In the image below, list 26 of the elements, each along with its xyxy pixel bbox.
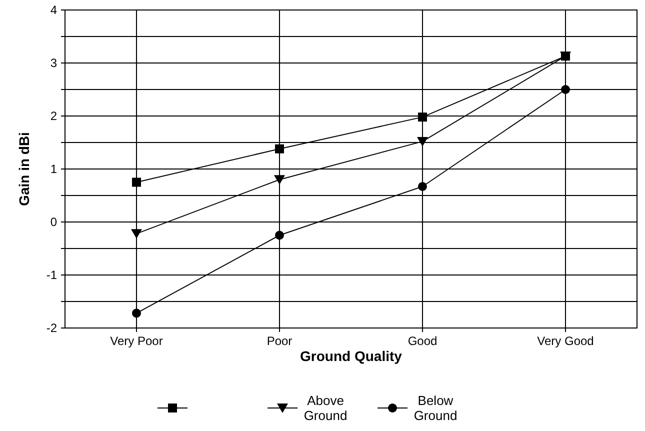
x-tick-label: Very Poor <box>110 334 163 348</box>
point <box>275 144 284 154</box>
y-tick-label: -1 <box>46 268 58 282</box>
y-axis-title: Gain in dBi <box>16 132 32 206</box>
x-tick-label: Good <box>408 334 438 348</box>
point <box>132 178 141 187</box>
point <box>131 229 142 239</box>
y-tick-label: 2 <box>50 109 58 124</box>
point <box>275 230 284 240</box>
legend-label: Below Ground <box>414 393 458 424</box>
point <box>561 52 570 61</box>
point <box>418 112 427 122</box>
y-tick-label: 0 <box>50 215 58 230</box>
legend-label: Above Ground <box>304 393 348 424</box>
point <box>561 85 570 94</box>
point <box>417 136 428 146</box>
x-tick-label: Very Good <box>537 334 594 348</box>
x-axis-title: Ground Quality <box>300 348 402 364</box>
y-tick-label: 4 <box>50 3 58 18</box>
point <box>274 175 285 185</box>
y-tick-label: 3 <box>50 56 58 70</box>
point <box>132 308 141 318</box>
x-tick-label: Poor <box>266 334 292 348</box>
y-tick-label: -2 <box>46 321 58 336</box>
point <box>418 182 427 191</box>
y-tick-label: 1 <box>50 162 58 176</box>
